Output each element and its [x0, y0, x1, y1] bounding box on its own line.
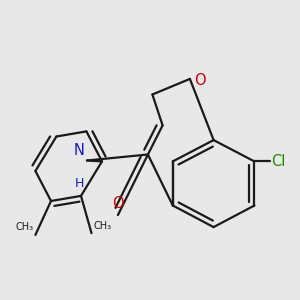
Text: N: N: [74, 143, 85, 158]
Text: CH₃: CH₃: [93, 221, 111, 231]
Text: O: O: [112, 196, 124, 211]
Text: O: O: [194, 73, 206, 88]
Text: Cl: Cl: [272, 154, 286, 169]
Text: CH₃: CH₃: [16, 223, 34, 232]
Text: H: H: [75, 177, 85, 190]
